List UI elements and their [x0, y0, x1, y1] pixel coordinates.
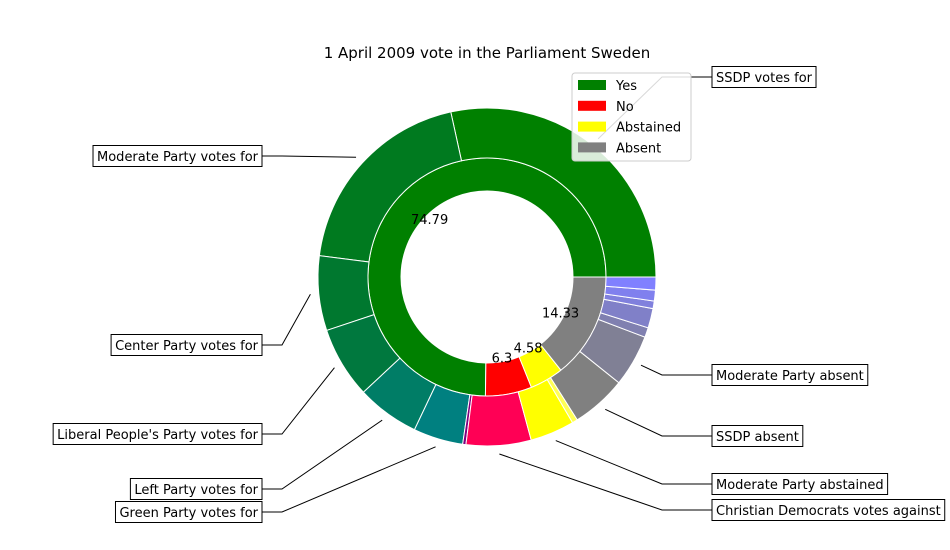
annotation-line-1	[262, 155, 357, 158]
annotation-line-4	[262, 419, 383, 490]
slice-annotations: SSDP votes for Moderate Party votes for Ce…	[52, 66, 946, 523]
legend-label-absent: Absent	[616, 141, 661, 156]
annotation-5: Green Party votes for	[114, 446, 436, 523]
annotation-0: SSDP votes for	[597, 66, 817, 140]
annotation-8: Moderate Party abstained	[555, 440, 889, 495]
chart-title: 1 April 2009 vote in the Parliament Swed…	[324, 44, 651, 62]
annotation-label-5: Green Party votes for	[119, 506, 258, 521]
legend-swatch-abstained	[578, 121, 606, 132]
inner-ring	[367, 157, 607, 397]
annotation-line-5	[262, 446, 436, 513]
annotation-line-7	[499, 453, 712, 511]
annotation-1: Moderate Party votes for	[92, 145, 357, 167]
legend-label-abstained: Abstained	[616, 121, 681, 136]
annotation-box-1	[92, 145, 263, 167]
annotation-label-4: Left Party votes for	[134, 483, 258, 498]
inner-value-label-absent: 14.33	[542, 307, 579, 322]
annotation-box-2	[110, 334, 263, 356]
annotation-line-11	[640, 364, 712, 376]
annotation-2: Center Party votes for	[110, 294, 311, 356]
annotation-label-10: SSDP absent	[716, 430, 799, 445]
legend: Yes No Abstained Absent	[571, 72, 692, 162]
annotation-box-8	[711, 473, 889, 495]
annotation-box-4	[129, 478, 263, 500]
annotation-11: Moderate Party absent	[640, 364, 869, 386]
annotation-box-10	[711, 425, 804, 447]
inner-value-label-no: 6.3	[492, 351, 513, 366]
annotation-line-8	[555, 440, 712, 485]
outer-slice-16	[605, 276, 657, 291]
legend-frame	[571, 72, 692, 162]
annotation-label-3: Liberal People's Party votes for	[57, 428, 258, 443]
annotation-label-8: Moderate Party abstained	[716, 478, 884, 493]
annotation-3: Liberal People's Party votes for	[52, 367, 335, 445]
annotation-10: SSDP absent	[605, 408, 804, 447]
annotation-box-11	[711, 364, 869, 386]
inner-value-label-yes: 74.79	[411, 213, 448, 228]
legend-label-no: No	[616, 100, 634, 115]
inner-value-labels: 74.79 6.34.58 14.33	[411, 213, 579, 366]
outer-ring	[317, 107, 657, 447]
legend-swatch-yes	[578, 80, 606, 90]
annotation-4: Left Party votes for	[129, 419, 383, 500]
inner-value-label-abstained: 4.58	[514, 342, 543, 357]
annotation-line-3	[262, 367, 335, 435]
annotation-line-10	[605, 408, 712, 437]
legend-swatch-no	[578, 100, 606, 111]
annotation-box-3	[52, 423, 263, 445]
annotation-label-7: Christian Democrats votes against	[716, 504, 941, 519]
annotation-label-11: Moderate Party absent	[716, 369, 864, 384]
annotation-7: Christian Democrats votes against	[499, 453, 946, 521]
annotation-box-7	[711, 499, 946, 521]
annotation-label-1: Moderate Party votes for	[97, 150, 259, 165]
annotation-box-0	[711, 66, 817, 88]
legend-swatch-absent	[578, 142, 606, 153]
annotation-label-0: SSDP votes for	[716, 71, 813, 86]
annotation-label-2: Center Party votes for	[115, 339, 259, 354]
annotation-box-5	[114, 501, 263, 523]
annotation-line-2	[262, 294, 311, 346]
legend-label-yes: Yes	[615, 79, 637, 94]
